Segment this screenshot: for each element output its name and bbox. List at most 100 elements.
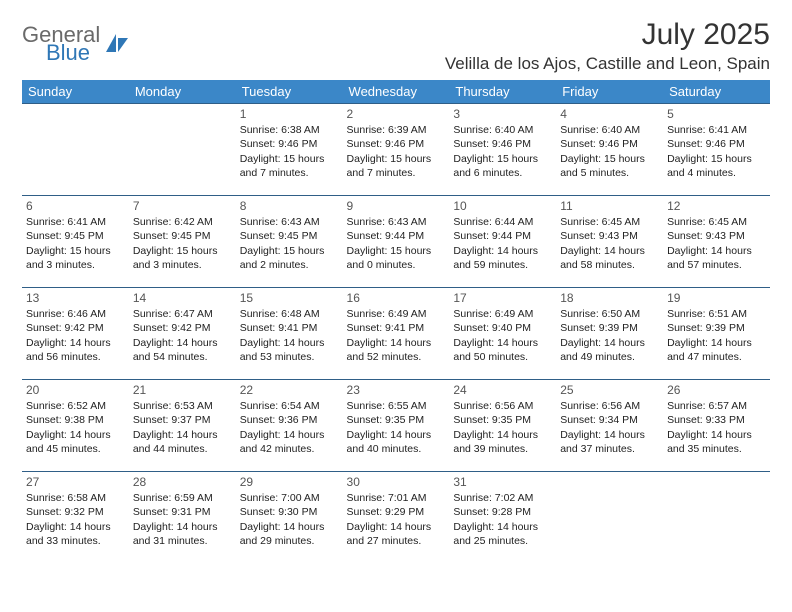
day-number: 20 xyxy=(26,382,125,398)
sunrise-text: Sunrise: 6:42 AM xyxy=(133,215,232,229)
day-number: 13 xyxy=(26,290,125,306)
calendar-cell: 20Sunrise: 6:52 AMSunset: 9:38 PMDayligh… xyxy=(22,380,129,472)
day-header: Saturday xyxy=(663,80,770,104)
calendar-week: 6Sunrise: 6:41 AMSunset: 9:45 PMDaylight… xyxy=(22,196,770,288)
sunset-text: Sunset: 9:35 PM xyxy=(453,413,552,427)
daylight-text: Daylight: 14 hours and 27 minutes. xyxy=(347,520,446,548)
sunset-text: Sunset: 9:42 PM xyxy=(26,321,125,335)
month-title: July 2025 xyxy=(445,18,770,52)
day-number: 1 xyxy=(240,106,339,122)
calendar-head: SundayMondayTuesdayWednesdayThursdayFrid… xyxy=(22,80,770,104)
sunset-text: Sunset: 9:44 PM xyxy=(453,229,552,243)
sunrise-text: Sunrise: 6:39 AM xyxy=(347,123,446,137)
sunrise-text: Sunrise: 6:43 AM xyxy=(347,215,446,229)
sunrise-text: Sunrise: 6:41 AM xyxy=(667,123,766,137)
day-header: Wednesday xyxy=(343,80,450,104)
calendar-cell: 3Sunrise: 6:40 AMSunset: 9:46 PMDaylight… xyxy=(449,104,556,196)
sunset-text: Sunset: 9:39 PM xyxy=(560,321,659,335)
sunset-text: Sunset: 9:44 PM xyxy=(347,229,446,243)
sunset-text: Sunset: 9:41 PM xyxy=(240,321,339,335)
sunrise-text: Sunrise: 6:41 AM xyxy=(26,215,125,229)
sunrise-text: Sunrise: 6:56 AM xyxy=(560,399,659,413)
page: General Blue July 2025 Velilla de los Aj… xyxy=(0,0,792,564)
daylight-text: Daylight: 14 hours and 31 minutes. xyxy=(133,520,232,548)
calendar-cell: 10Sunrise: 6:44 AMSunset: 9:44 PMDayligh… xyxy=(449,196,556,288)
sunrise-text: Sunrise: 7:00 AM xyxy=(240,491,339,505)
calendar-cell: 31Sunrise: 7:02 AMSunset: 9:28 PMDayligh… xyxy=(449,472,556,564)
daylight-text: Daylight: 14 hours and 44 minutes. xyxy=(133,428,232,456)
day-number: 4 xyxy=(560,106,659,122)
day-header: Monday xyxy=(129,80,236,104)
calendar-cell: 8Sunrise: 6:43 AMSunset: 9:45 PMDaylight… xyxy=(236,196,343,288)
sunset-text: Sunset: 9:37 PM xyxy=(133,413,232,427)
daylight-text: Daylight: 14 hours and 59 minutes. xyxy=(453,244,552,272)
sunrise-text: Sunrise: 6:50 AM xyxy=(560,307,659,321)
sunrise-text: Sunrise: 6:49 AM xyxy=(453,307,552,321)
sunrise-text: Sunrise: 6:48 AM xyxy=(240,307,339,321)
calendar-cell: 21Sunrise: 6:53 AMSunset: 9:37 PMDayligh… xyxy=(129,380,236,472)
day-number: 22 xyxy=(240,382,339,398)
sunrise-text: Sunrise: 6:51 AM xyxy=(667,307,766,321)
day-number: 25 xyxy=(560,382,659,398)
sunrise-text: Sunrise: 6:57 AM xyxy=(667,399,766,413)
day-number: 10 xyxy=(453,198,552,214)
sunset-text: Sunset: 9:45 PM xyxy=(133,229,232,243)
sunrise-text: Sunrise: 6:40 AM xyxy=(560,123,659,137)
calendar-cell: 29Sunrise: 7:00 AMSunset: 9:30 PMDayligh… xyxy=(236,472,343,564)
day-number: 30 xyxy=(347,474,446,490)
calendar-cell: 14Sunrise: 6:47 AMSunset: 9:42 PMDayligh… xyxy=(129,288,236,380)
sunset-text: Sunset: 9:35 PM xyxy=(347,413,446,427)
logo: General Blue xyxy=(22,18,130,64)
calendar-cell: 16Sunrise: 6:49 AMSunset: 9:41 PMDayligh… xyxy=(343,288,450,380)
sunset-text: Sunset: 9:31 PM xyxy=(133,505,232,519)
daylight-text: Daylight: 14 hours and 54 minutes. xyxy=(133,336,232,364)
calendar-cell: 7Sunrise: 6:42 AMSunset: 9:45 PMDaylight… xyxy=(129,196,236,288)
sunrise-text: Sunrise: 6:44 AM xyxy=(453,215,552,229)
sunset-text: Sunset: 9:41 PM xyxy=(347,321,446,335)
daylight-text: Daylight: 14 hours and 50 minutes. xyxy=(453,336,552,364)
header: General Blue July 2025 Velilla de los Aj… xyxy=(22,18,770,74)
calendar-cell: 28Sunrise: 6:59 AMSunset: 9:31 PMDayligh… xyxy=(129,472,236,564)
sunset-text: Sunset: 9:42 PM xyxy=(133,321,232,335)
calendar-cell: 24Sunrise: 6:56 AMSunset: 9:35 PMDayligh… xyxy=(449,380,556,472)
daylight-text: Daylight: 15 hours and 6 minutes. xyxy=(453,152,552,180)
sunset-text: Sunset: 9:29 PM xyxy=(347,505,446,519)
sunset-text: Sunset: 9:33 PM xyxy=(667,413,766,427)
calendar-cell: 19Sunrise: 6:51 AMSunset: 9:39 PMDayligh… xyxy=(663,288,770,380)
sunset-text: Sunset: 9:46 PM xyxy=(453,137,552,151)
sunrise-text: Sunrise: 6:40 AM xyxy=(453,123,552,137)
calendar-cell: 15Sunrise: 6:48 AMSunset: 9:41 PMDayligh… xyxy=(236,288,343,380)
calendar-cell: 6Sunrise: 6:41 AMSunset: 9:45 PMDaylight… xyxy=(22,196,129,288)
sunset-text: Sunset: 9:28 PM xyxy=(453,505,552,519)
day-header: Sunday xyxy=(22,80,129,104)
calendar-cell: 23Sunrise: 6:55 AMSunset: 9:35 PMDayligh… xyxy=(343,380,450,472)
day-number: 8 xyxy=(240,198,339,214)
day-header: Friday xyxy=(556,80,663,104)
daylight-text: Daylight: 14 hours and 57 minutes. xyxy=(667,244,766,272)
calendar-cell: 4Sunrise: 6:40 AMSunset: 9:46 PMDaylight… xyxy=(556,104,663,196)
location-text: Velilla de los Ajos, Castille and Leon, … xyxy=(445,54,770,74)
day-number: 9 xyxy=(347,198,446,214)
calendar-week: 13Sunrise: 6:46 AMSunset: 9:42 PMDayligh… xyxy=(22,288,770,380)
calendar-cell: 22Sunrise: 6:54 AMSunset: 9:36 PMDayligh… xyxy=(236,380,343,472)
sunset-text: Sunset: 9:46 PM xyxy=(240,137,339,151)
day-number: 31 xyxy=(453,474,552,490)
day-number: 11 xyxy=(560,198,659,214)
sunrise-text: Sunrise: 6:56 AM xyxy=(453,399,552,413)
sunrise-text: Sunrise: 6:47 AM xyxy=(133,307,232,321)
daylight-text: Daylight: 15 hours and 3 minutes. xyxy=(133,244,232,272)
calendar-cell: 18Sunrise: 6:50 AMSunset: 9:39 PMDayligh… xyxy=(556,288,663,380)
sunrise-text: Sunrise: 6:45 AM xyxy=(560,215,659,229)
day-number: 12 xyxy=(667,198,766,214)
calendar-table: SundayMondayTuesdayWednesdayThursdayFrid… xyxy=(22,80,770,564)
calendar-body: 1Sunrise: 6:38 AMSunset: 9:46 PMDaylight… xyxy=(22,104,770,564)
sunrise-text: Sunrise: 7:02 AM xyxy=(453,491,552,505)
sunrise-text: Sunrise: 6:52 AM xyxy=(26,399,125,413)
day-header: Thursday xyxy=(449,80,556,104)
day-number: 19 xyxy=(667,290,766,306)
sunset-text: Sunset: 9:46 PM xyxy=(347,137,446,151)
sunset-text: Sunset: 9:36 PM xyxy=(240,413,339,427)
sunrise-text: Sunrise: 6:38 AM xyxy=(240,123,339,137)
calendar-cell: 17Sunrise: 6:49 AMSunset: 9:40 PMDayligh… xyxy=(449,288,556,380)
day-number: 29 xyxy=(240,474,339,490)
